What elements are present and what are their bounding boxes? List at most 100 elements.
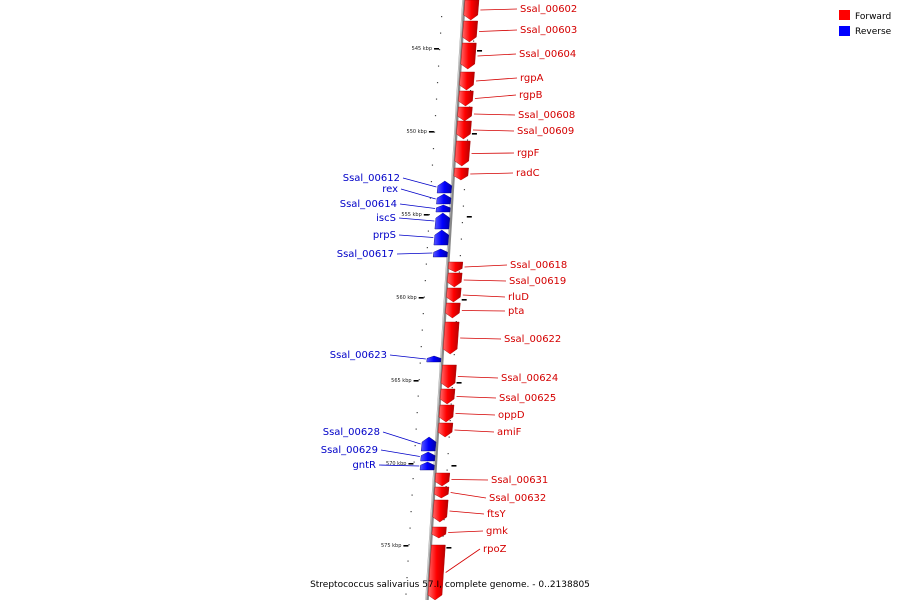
gene-label-forward[interactable]: oppD <box>498 410 525 421</box>
major-tick <box>446 547 452 549</box>
gene-label-reverse[interactable]: Ssal_00629 <box>321 445 378 456</box>
gene-leader-line <box>477 53 517 57</box>
gene-arrow-forward[interactable] <box>446 287 462 303</box>
major-tick <box>434 48 440 50</box>
gene-label-forward[interactable]: pta <box>508 306 524 317</box>
gene-arrow-reverse[interactable] <box>433 229 450 246</box>
gene-label-reverse[interactable]: gntR <box>352 460 376 471</box>
gene-arrow-reverse[interactable] <box>436 193 452 205</box>
minor-tick <box>433 131 436 133</box>
gene-arrow-forward[interactable] <box>460 42 477 70</box>
gene-arrow-forward[interactable] <box>434 486 450 499</box>
gene-arrow-reverse[interactable] <box>419 461 435 471</box>
gene-arrow-forward[interactable] <box>453 167 469 181</box>
gene-label-forward[interactable]: Ssal_00622 <box>504 334 561 345</box>
gene-label-forward[interactable]: amiF <box>497 427 522 438</box>
major-tick <box>418 297 424 299</box>
gene-label-forward[interactable]: radC <box>516 168 540 179</box>
minor-tick <box>429 197 432 199</box>
gene-arrow-forward[interactable] <box>434 472 451 487</box>
minor-tick <box>438 49 441 51</box>
gene-label-reverse[interactable]: Ssal_00614 <box>340 199 397 210</box>
gene-arrow-forward[interactable] <box>431 526 447 539</box>
legend-swatch-reverse <box>839 26 850 36</box>
gene-label-reverse[interactable]: Ssal_00628 <box>323 427 380 438</box>
gene-arrow-reverse[interactable] <box>420 451 436 462</box>
gene-label-reverse[interactable]: iscS <box>376 213 396 224</box>
gene-label-forward[interactable]: Ssal_00632 <box>489 493 546 504</box>
gene-arrow-forward[interactable] <box>427 544 446 600</box>
minor-tick <box>439 32 442 34</box>
gene-arrow-forward[interactable] <box>457 106 473 122</box>
gene-label-forward[interactable]: rgpB <box>519 90 543 101</box>
gene-label-reverse[interactable]: rex <box>382 184 398 195</box>
gene-arrow-forward[interactable] <box>442 321 460 355</box>
minor-tick <box>463 189 466 191</box>
minor-tick <box>427 230 429 232</box>
gene-arrow-forward[interactable] <box>439 388 456 405</box>
legend-swatch-forward <box>839 10 850 20</box>
minor-tick <box>416 412 418 414</box>
gene-arrow-forward[interactable] <box>463 0 480 21</box>
gene-leader-line <box>398 234 434 238</box>
gene-arrow-forward[interactable] <box>432 499 449 523</box>
gene-arrow-forward[interactable] <box>437 422 454 438</box>
minor-tick <box>462 205 465 207</box>
gene-leader-line <box>399 203 436 209</box>
minor-tick <box>461 222 464 224</box>
gene-label-reverse[interactable]: Ssal_00612 <box>343 173 400 184</box>
gene-arrow-reverse[interactable] <box>436 180 453 194</box>
gene-arrow-reverse[interactable] <box>435 204 451 213</box>
gene-label-forward[interactable]: Ssal_00603 <box>520 25 577 36</box>
gene-leader-line <box>456 396 497 399</box>
gene-arrow-forward[interactable] <box>462 20 478 43</box>
gene-label-forward[interactable]: Ssal_00625 <box>499 393 556 404</box>
gene-label-forward[interactable]: rpoZ <box>483 544 507 555</box>
gene-leader-line <box>471 152 515 154</box>
minor-tick <box>418 379 420 381</box>
minor-tick <box>406 577 408 579</box>
gene-arrow-forward[interactable] <box>459 71 475 91</box>
gene-label-forward[interactable]: rluD <box>508 292 529 303</box>
gene-label-forward[interactable]: Ssal_00604 <box>519 49 576 60</box>
gene-label-forward[interactable]: Ssal_00631 <box>491 475 548 486</box>
gene-arrow-reverse[interactable] <box>434 212 451 230</box>
minor-tick <box>447 453 449 455</box>
gene-label-forward[interactable]: Ssal_00609 <box>517 126 574 137</box>
gene-label-forward[interactable]: Ssal_00618 <box>510 260 567 271</box>
gene-arrow-forward[interactable] <box>440 364 457 389</box>
gene-label-forward[interactable]: Ssal_00619 <box>509 276 566 287</box>
minor-tick <box>446 469 448 471</box>
gene-label-forward[interactable]: Ssal_00602 <box>520 4 577 15</box>
minor-tick <box>410 511 412 513</box>
gene-arrow-forward[interactable] <box>448 261 464 273</box>
gene-arrow-forward[interactable] <box>445 302 461 319</box>
gene-label-forward[interactable]: ftsY <box>487 509 506 520</box>
major-tick <box>408 463 414 465</box>
gene-label-forward[interactable]: Ssal_00624 <box>501 373 558 384</box>
gene-label-reverse[interactable]: prpS <box>373 230 396 241</box>
gene-arrow-forward[interactable] <box>458 90 474 107</box>
gene-arrow-forward[interactable] <box>456 120 472 140</box>
gene-arrow-reverse[interactable] <box>420 436 437 452</box>
tick-label: 570 kbp <box>386 461 406 467</box>
gene-label-forward[interactable]: Ssal_00608 <box>518 110 575 121</box>
gene-label-reverse[interactable]: Ssal_00617 <box>337 249 394 260</box>
gene-label-reverse[interactable]: Ssal_00623 <box>330 350 387 361</box>
gene-label-forward[interactable]: rgpF <box>517 148 540 159</box>
tick-label: 560 kbp <box>396 295 416 301</box>
major-tick <box>403 545 409 547</box>
gene-arrow-forward[interactable] <box>454 140 471 167</box>
gene-arrow-reverse[interactable] <box>426 355 442 363</box>
gene-leader-line <box>402 177 437 188</box>
minor-tick <box>459 255 461 257</box>
gene-label-forward[interactable]: gmk <box>486 526 508 537</box>
major-tick <box>413 380 419 382</box>
gene-label-forward[interactable]: rgpA <box>520 73 544 84</box>
gene-arrow-forward[interactable] <box>447 272 463 288</box>
gene-arrow-forward[interactable] <box>438 404 455 423</box>
gene-leader-line <box>463 279 507 282</box>
gene-arrow-reverse[interactable] <box>432 248 448 258</box>
minor-tick <box>413 461 415 463</box>
minor-tick <box>435 98 438 100</box>
